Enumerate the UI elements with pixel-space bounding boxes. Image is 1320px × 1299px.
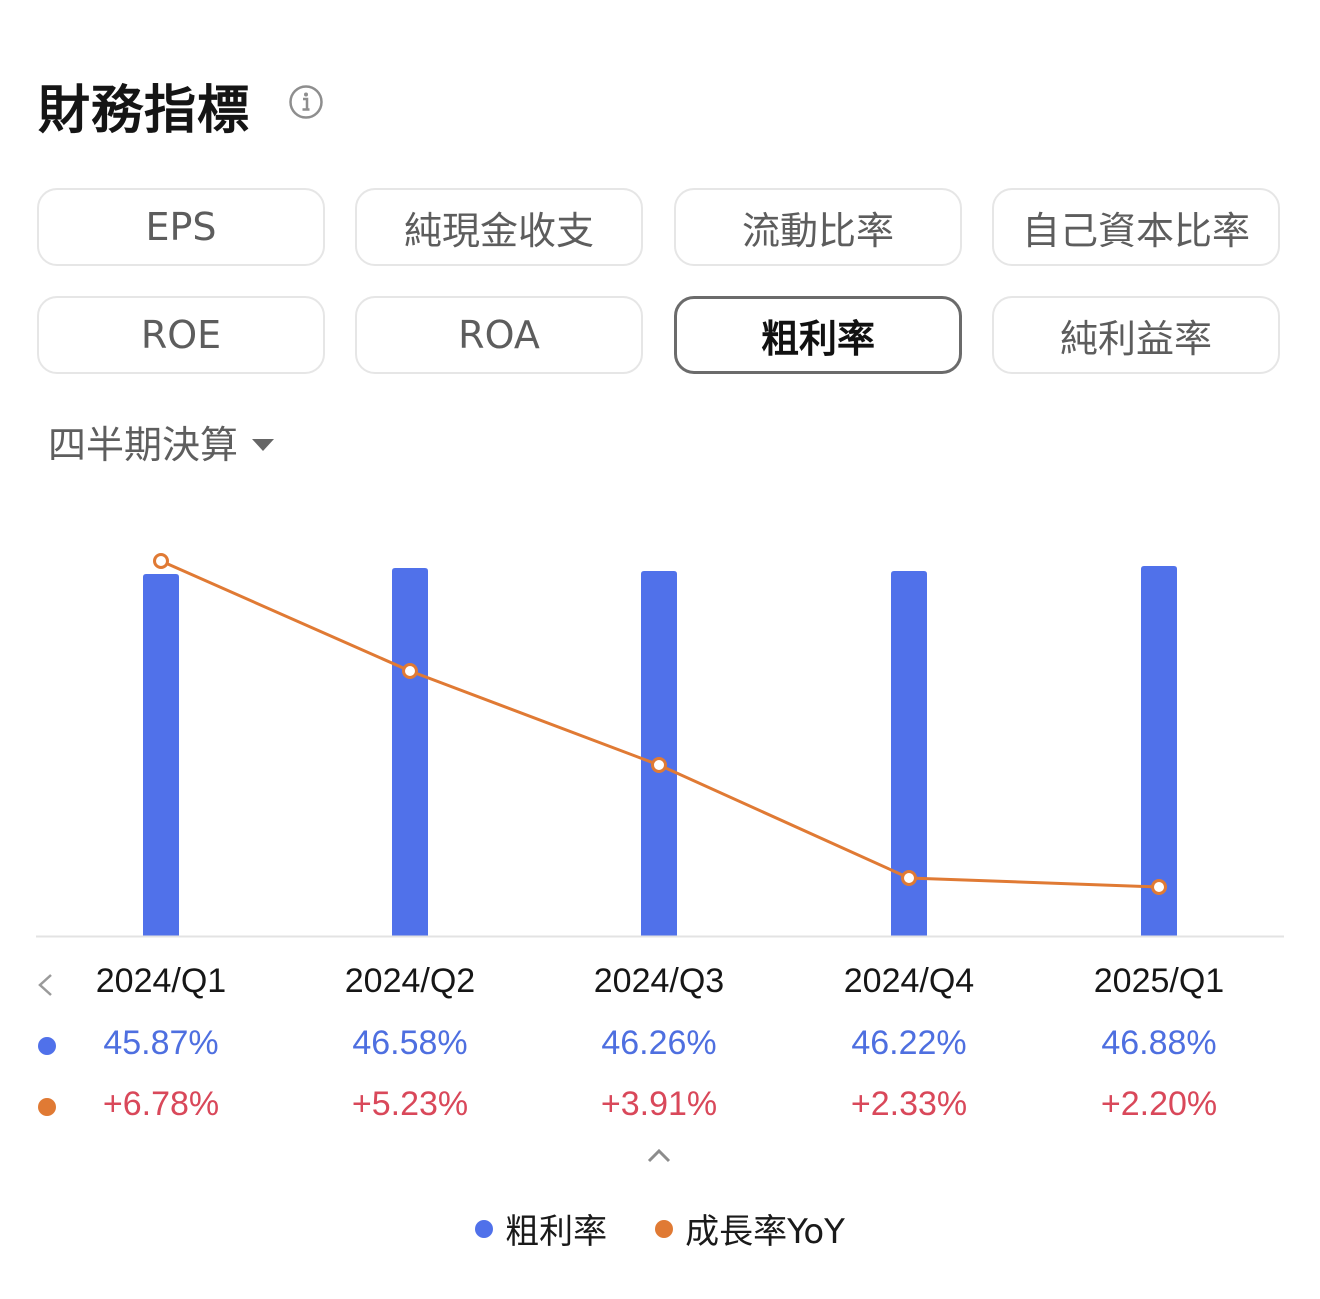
gross-margin-value: 46.58% [352,1024,468,1062]
period-label: 2024/Q3 [593,962,725,1000]
tab-net-cash[interactable]: 純現金收支 [355,188,643,266]
tab-gross-margin[interactable]: 粗利率 [674,296,962,374]
legend-gross-margin[interactable]: 粗利率 [475,1204,607,1253]
period-label: 2024/Q4 [843,962,975,1000]
bar-2024-q4[interactable] [891,571,927,936]
gross-margin-row: 45.87% 46.58% 46.26% 46.22% 46.88% [0,1024,1320,1068]
orange-dot-icon [38,1098,56,1116]
period-selector-label: 四半期決算 [48,423,239,467]
period-labels-row: 2024/Q1 2024/Q2 2024/Q3 2024/Q4 2025/Q1 [0,962,1320,1010]
bar-2024-q3[interactable] [641,571,677,936]
period-label: 2024/Q1 [95,962,227,1000]
growth-value: +5.23% [351,1085,469,1123]
gross-margin-value: 45.87% [103,1024,219,1062]
point-2024-q4[interactable] [901,870,917,886]
blue-dot-icon [38,1037,56,1055]
growth-value: +2.20% [1100,1085,1218,1123]
growth-points [153,553,1167,895]
tab-current-ratio[interactable]: 流動比率 [674,188,962,266]
info-circle-icon[interactable] [288,84,324,120]
tab-roa[interactable]: ROA [355,296,643,374]
legend-label: 成長率YoY [685,1212,845,1252]
bars [143,566,1177,936]
chevron-left-icon[interactable] [34,970,58,1000]
bar-2025-q1[interactable] [1141,566,1177,936]
bar-2024-q1[interactable] [143,574,179,936]
page-title: 財務指標 [38,81,251,141]
combo-chart [36,553,1284,938]
orange-dot-icon [655,1219,674,1238]
gross-margin-value: 46.22% [851,1024,967,1062]
period-selector[interactable]: 四半期決算 [48,414,275,469]
point-2024-q2[interactable] [402,663,418,679]
growth-value: +2.33% [850,1085,968,1123]
legend-label: 粗利率 [505,1212,608,1252]
chevron-up-icon[interactable] [646,1146,672,1164]
gross-margin-value: 46.88% [1101,1024,1217,1062]
tab-roe[interactable]: ROE [37,296,325,374]
legend-growth-yoy[interactable]: 成長率YoY [655,1204,845,1253]
bar-2024-q2[interactable] [392,568,428,936]
caret-down-icon [252,438,275,451]
growth-value: +3.91% [600,1085,718,1123]
growth-value: +6.78% [102,1085,220,1123]
period-label: 2025/Q1 [1093,962,1225,1000]
tab-equity-ratio[interactable]: 自己資本比率 [992,188,1280,266]
blue-dot-icon [475,1219,494,1238]
period-label: 2024/Q2 [344,962,476,1000]
tab-eps[interactable]: EPS [37,188,325,266]
chart-legend: 粗利率 成長率YoY [0,1204,1320,1253]
tab-net-margin[interactable]: 純利益率 [992,296,1280,374]
point-2024-q1[interactable] [153,553,169,569]
gross-margin-value: 46.26% [601,1024,717,1062]
growth-yoy-row: +6.78% +5.23% +3.91% +2.33% +2.20% [0,1085,1320,1129]
point-2025-q1[interactable] [1151,879,1167,895]
point-2024-q3[interactable] [651,757,667,773]
